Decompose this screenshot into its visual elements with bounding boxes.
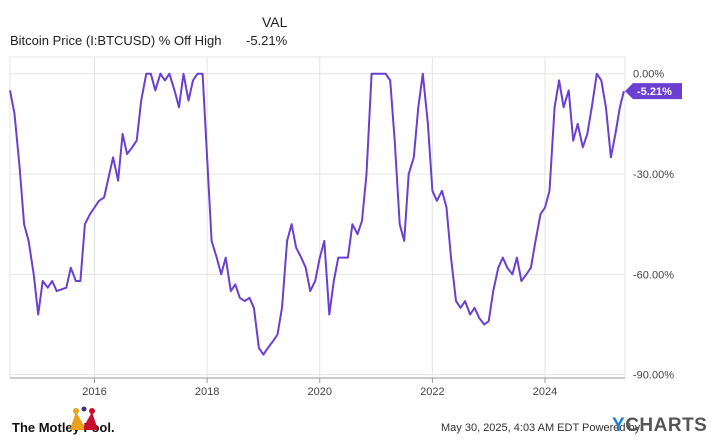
- badge-shape: [625, 83, 682, 100]
- ycharts-y: Y: [612, 415, 626, 436]
- y-tick-label: 0.00%: [633, 69, 664, 81]
- series-layer: [9, 72, 625, 356]
- series-line: [9, 72, 625, 356]
- y-tick-label: -90.00%: [633, 370, 674, 382]
- x-tick-label: 2022: [420, 386, 444, 398]
- timestamp: May 30, 2025, 4:03 AM EDT: [441, 422, 579, 434]
- x-tick-label: 2020: [308, 386, 332, 398]
- ycharts-logo[interactable]: YCHARTS: [612, 415, 707, 437]
- y-tick-label: -60.00%: [633, 269, 674, 281]
- series-name: Bitcoin Price (I:BTCUSD) % Off High: [10, 33, 222, 48]
- series-current-value: -5.21%: [246, 33, 288, 48]
- x-tick-label: 2024: [533, 386, 557, 398]
- legend-header: VAL Bitcoin Price (I:BTCUSD) % Off High …: [0, 0, 720, 56]
- grid-lines: [10, 57, 625, 378]
- plot-background: [9, 56, 626, 379]
- y-tick-label: -30.00%: [633, 169, 674, 181]
- badge-label: -5.21%: [637, 86, 672, 98]
- x-axis: 2016 2018 2020 2022 2024: [10, 377, 625, 398]
- x-tick-label: 2016: [82, 386, 106, 398]
- powered-by-label: Powered by: [582, 422, 641, 434]
- plot-area: [9, 56, 626, 379]
- line-chart: 0.00%-30.00%-60.00%-90.00% 2016 2018 2020 2…: [9, 56, 682, 398]
- timestamp-powered-by: May 30, 2025, 4:03 AM EDT Powered by: [441, 422, 640, 434]
- last-value-badge: -5.21%: [625, 83, 682, 100]
- jester-hat-icon: [70, 406, 98, 430]
- y-axis: 0.00% -30.00% -60.00% -90.00%: [633, 69, 674, 382]
- x-tick-label: 2018: [195, 386, 219, 398]
- footer: The Motley Fool. May 30, 2025, 4:03 AM E…: [0, 406, 720, 441]
- val-column-header: VAL: [262, 14, 288, 30]
- ycharts-rest: CHARTS: [625, 415, 708, 436]
